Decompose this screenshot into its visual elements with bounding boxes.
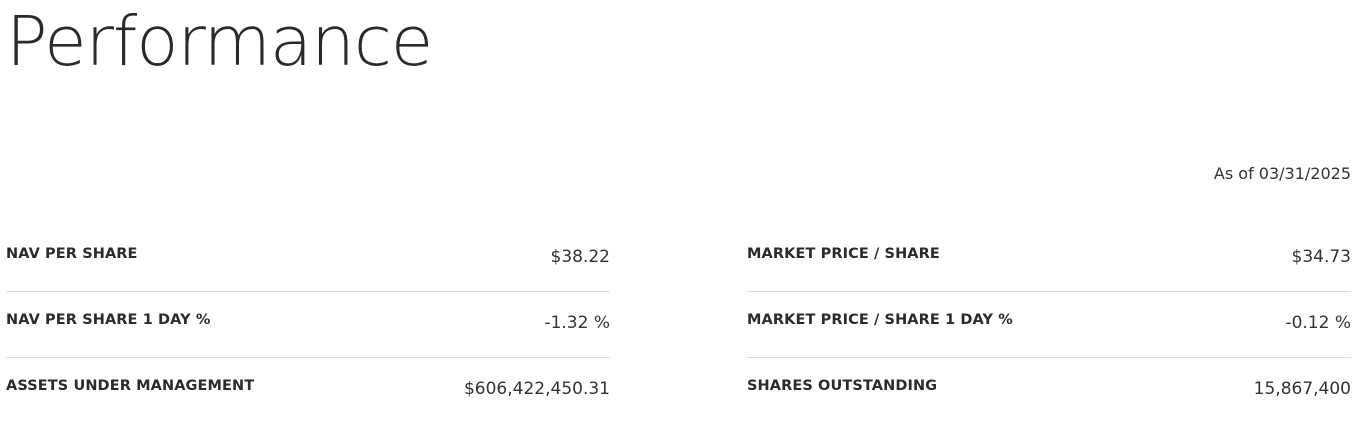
page-title: Performance (6, 2, 433, 82)
as-of-date: As of 03/31/2025 (1213, 164, 1351, 183)
stat-value: -1.32 % (544, 313, 610, 333)
stat-label: MARKET PRICE / SHARE (747, 246, 940, 262)
stat-value: -0.12 % (1285, 313, 1351, 333)
stat-value: $606,422,450.31 (463, 379, 610, 399)
stat-value: $38.22 (550, 247, 610, 267)
stat-label: ASSETS UNDER MANAGEMENT (6, 378, 255, 394)
stat-row-market-price-1-day: MARKET PRICE / SHARE 1 DAY % -0.12 % (747, 292, 1351, 358)
left-stats-column: NAV PER SHARE $38.22 NAV PER SHARE 1 DAY… (6, 226, 610, 421)
stat-row-nav-per-share-1-day: NAV PER SHARE 1 DAY % -1.32 % (6, 292, 610, 358)
stat-value: 15,867,400 (1253, 379, 1351, 399)
stat-label: SHARES OUTSTANDING (747, 378, 938, 394)
stat-label: NAV PER SHARE (6, 246, 138, 262)
stat-label: NAV PER SHARE 1 DAY % (6, 312, 211, 328)
stat-row-shares-outstanding: SHARES OUTSTANDING 15,867,400 (747, 358, 1351, 421)
stat-value: $34.73 (1291, 247, 1351, 267)
stat-row-assets-under-management: ASSETS UNDER MANAGEMENT $606,422,450.31 (6, 358, 610, 421)
right-stats-column: MARKET PRICE / SHARE $34.73 MARKET PRICE… (747, 226, 1351, 421)
stat-row-nav-per-share: NAV PER SHARE $38.22 (6, 226, 610, 292)
stat-label: MARKET PRICE / SHARE 1 DAY % (747, 312, 1013, 328)
stat-row-market-price-per-share: MARKET PRICE / SHARE $34.73 (747, 226, 1351, 292)
